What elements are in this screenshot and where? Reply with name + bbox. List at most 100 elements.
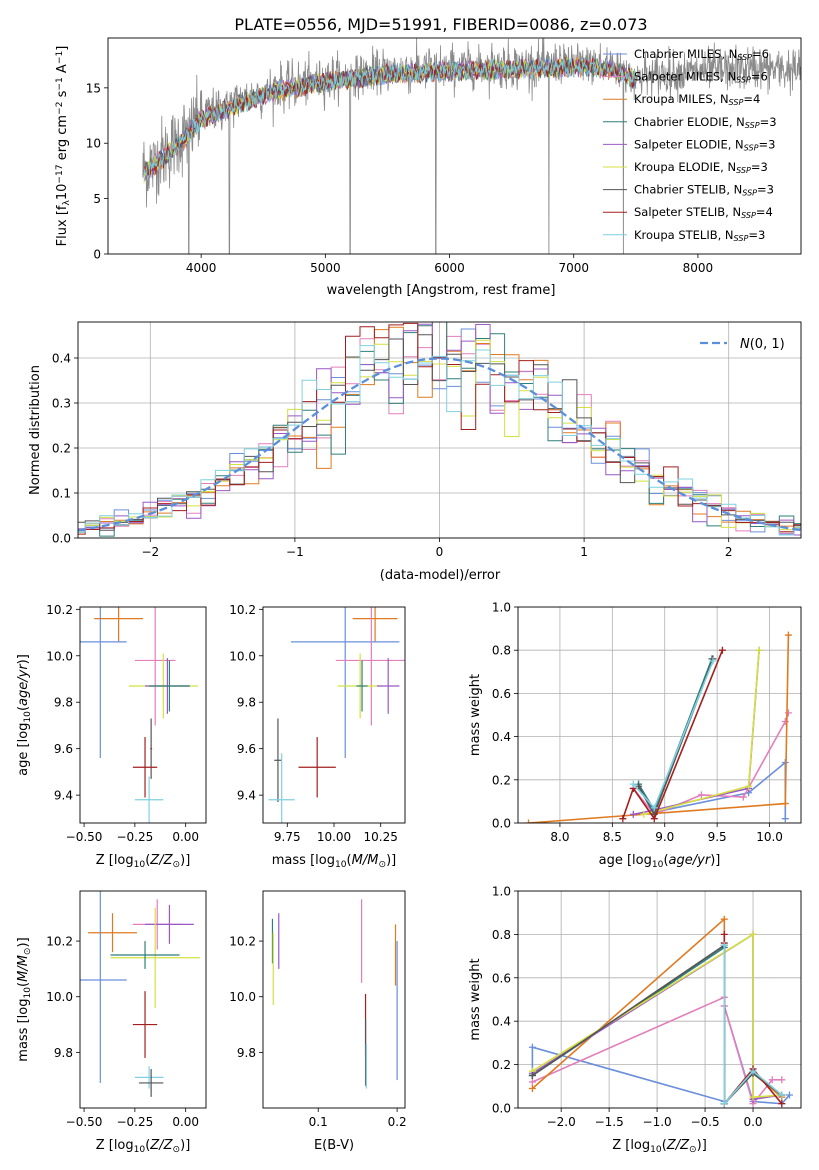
legend-entry: N(0, 1) (740, 337, 785, 352)
model-spectrum (143, 57, 637, 180)
x-tick-label: 1 (580, 545, 588, 559)
weight_vs_Z-axes-plot (518, 891, 801, 1108)
residuals-axes: −2 −1 0 1 2 0.0 0.1 0.2 0.3 0.4 (data-model)/error… (28, 321, 802, 583)
x-tick-label: 8.5 (603, 830, 622, 844)
x-tick-label: 8.0 (550, 830, 569, 844)
x-tick-label: 7000 (558, 261, 589, 275)
weight-point (781, 717, 789, 725)
weight-point (739, 793, 747, 801)
x-tick-label: −0.50 (66, 1115, 103, 1129)
y-tick-label: 15 (86, 81, 101, 95)
y-tick-label: 0.4 (492, 730, 511, 744)
x-tick-label: 0.00 (172, 830, 199, 844)
y-tick-label: 10.0 (229, 649, 256, 663)
weight-series (723, 945, 783, 1106)
weight_vs_age-axes: 8.0 8.5 9.0 9.5 10.0 0.0 0.2 0.4 0.6 0.8 1.0 age [l… (468, 601, 802, 870)
y-tick-label: 0.1 (52, 487, 71, 501)
histogram-series (78, 334, 801, 531)
weight-point (781, 800, 789, 808)
x-tick-label: −0.50 (66, 830, 103, 844)
axes-frame (517, 890, 802, 1109)
x-tick-label: 9.75 (274, 830, 301, 844)
x-tick-label: 10.00 (317, 830, 351, 844)
x-tick-label: 6000 (434, 261, 465, 275)
x-tick-label: 4000 (186, 261, 217, 275)
y-tick-label: 0.6 (492, 687, 511, 701)
x-tick-label: −0.25 (116, 830, 153, 844)
weight-point (650, 815, 658, 823)
y-tick-label: 10 (86, 137, 101, 151)
weight_vs_age-axes-plot (518, 607, 801, 823)
legend-entry: Kroupa MILES, NSSP=4 (634, 92, 760, 107)
weight-point (768, 1076, 776, 1084)
weight-point (619, 815, 627, 823)
weight-point (778, 1076, 786, 1084)
axes-frame (262, 606, 406, 824)
weight-point (720, 915, 728, 923)
mass_vs_Z-axes-plot (80, 891, 200, 1097)
x-tick-label: 0.2 (388, 1115, 407, 1129)
x-axis-label: mass [log10(M/M⊙)] (272, 853, 396, 870)
y-tick-label: 9.6 (54, 742, 73, 756)
x-tick-label: 0.0 (743, 1115, 762, 1129)
weight-point (528, 1071, 536, 1079)
y-tick-label: 9.8 (237, 1046, 256, 1060)
legend-entry: Chabrier STELIB, NSSP=3 (634, 183, 774, 198)
y-tick-label: 0.4 (492, 1015, 511, 1029)
y-tick-label: 5 (93, 192, 101, 206)
weight-point (781, 815, 789, 823)
weight-point (718, 646, 726, 654)
y-axis-label: mass weight (468, 674, 483, 756)
weight-point (709, 657, 717, 665)
weight-point (784, 631, 792, 639)
x-axis-label: wavelength [Angstrom, rest frame] (327, 283, 556, 298)
axes-frame (517, 606, 802, 824)
y-tick-label: 10.2 (46, 603, 73, 617)
x-axis-label: age [log10(age/yr)] (599, 853, 721, 870)
y-tick-label: 0 (93, 248, 101, 262)
y-tick-label: 10.0 (229, 990, 256, 1004)
x-tick-label: 10.25 (364, 830, 398, 844)
weight-point (720, 930, 728, 938)
weight-point (528, 1078, 536, 1086)
x-tick-label: −2 (141, 545, 159, 559)
legend-entry: Salpeter ELODIE, NSSP=3 (634, 137, 775, 152)
age_vs_mass-axes: 9.75 10.00 10.25 9.4 9.6 9.8 10.0 10.2 mass [log… (229, 603, 406, 870)
y-tick-label: 9.8 (237, 696, 256, 710)
x-axis-label: Z [log10(Z/Z⊙)] (96, 1138, 191, 1155)
legend-entry: Chabrier MILES, NSSP=6 (634, 47, 769, 62)
weight-point (778, 1091, 786, 1099)
y-tick-label: 9.6 (237, 742, 256, 756)
x-tick-label: 9.5 (708, 830, 727, 844)
y-tick-label: 1.0 (492, 601, 511, 615)
histogram-series (78, 322, 801, 535)
x-tick-label: 0 (436, 545, 444, 559)
y-tick-label: 9.8 (54, 696, 73, 710)
x-tick-label: 8000 (683, 261, 714, 275)
mass_vs_Z-axes: −0.50 −0.25 0.00 9.8 10.0 10.2 Z [log10(Z/Z⊙)]… (16, 890, 207, 1155)
y-tick-label: 10.2 (46, 935, 73, 949)
legend-entry: Kroupa ELODIE, NSSP=3 (634, 160, 768, 175)
x-tick-label: −1.0 (643, 1115, 672, 1129)
x-axis-label: E(B-V) (314, 1138, 354, 1153)
weight_vs_Z-axes: −2.0 −1.5 −1.0 −0.5 0.0 0.0 0.2 0.4 0.6 0.8 1.0 Z [… (468, 885, 802, 1155)
histogram-series (78, 323, 801, 536)
histogram-series (78, 322, 801, 531)
axes-frame (79, 890, 207, 1109)
x-tick-label: 2 (725, 545, 733, 559)
weight-series (622, 649, 724, 821)
y-axis-label: age [log10(age/yr)] (16, 654, 33, 776)
residuals-axes-plot (78, 322, 801, 538)
x-tick-label: 0.1 (309, 1115, 328, 1129)
weight-point (784, 709, 792, 717)
x-tick-label: −0.25 (116, 1115, 153, 1129)
y-tick-label: 0.2 (52, 442, 71, 456)
y-tick-label: 9.8 (54, 1046, 73, 1060)
spectrum-axes-plot (142, 38, 801, 254)
mass_vs_ebv-axes: 0.1 0.2 9.8 10.0 10.2 E(B-V) (229, 890, 407, 1153)
weight-point (524, 819, 532, 823)
weight-point (745, 782, 753, 790)
legend-entry: Salpeter MILES, NSSP=6 (634, 70, 768, 85)
axes-frame (262, 890, 406, 1109)
